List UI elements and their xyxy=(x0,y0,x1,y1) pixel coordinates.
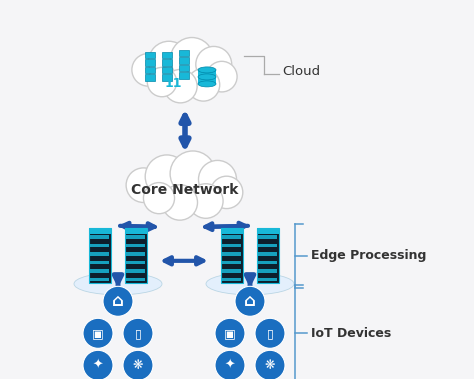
Bar xyxy=(179,50,189,56)
Bar xyxy=(145,52,155,58)
Text: ▣: ▣ xyxy=(224,327,236,340)
Circle shape xyxy=(207,61,237,92)
Circle shape xyxy=(189,184,223,218)
Text: ✦: ✦ xyxy=(225,359,235,372)
Bar xyxy=(127,261,146,264)
Circle shape xyxy=(171,38,213,80)
Bar xyxy=(91,252,109,256)
Text: IoT Devices: IoT Devices xyxy=(311,327,391,340)
Circle shape xyxy=(83,350,113,379)
Bar xyxy=(162,52,172,58)
Circle shape xyxy=(215,318,245,348)
Circle shape xyxy=(164,69,197,103)
Text: ⌂: ⌂ xyxy=(244,292,256,310)
Ellipse shape xyxy=(198,67,216,73)
Bar xyxy=(162,60,172,66)
Bar xyxy=(222,269,241,273)
Bar xyxy=(258,261,277,264)
Bar xyxy=(258,269,277,273)
Bar xyxy=(258,235,277,239)
Circle shape xyxy=(147,67,177,97)
Circle shape xyxy=(148,41,189,82)
Bar xyxy=(258,278,277,281)
Bar xyxy=(162,74,172,81)
Circle shape xyxy=(255,350,285,379)
Circle shape xyxy=(196,47,232,82)
Bar xyxy=(89,228,111,283)
Bar xyxy=(222,278,241,281)
Circle shape xyxy=(123,350,153,379)
Circle shape xyxy=(123,318,153,348)
Circle shape xyxy=(199,160,237,199)
Bar xyxy=(179,57,189,64)
Circle shape xyxy=(103,286,133,316)
Circle shape xyxy=(235,286,265,316)
Bar xyxy=(198,70,216,84)
Bar xyxy=(127,269,146,273)
Bar xyxy=(125,228,147,234)
Bar xyxy=(162,67,172,74)
Circle shape xyxy=(144,183,174,214)
Text: ▯: ▯ xyxy=(266,327,273,340)
Bar xyxy=(91,278,109,281)
Bar xyxy=(91,235,109,239)
Text: ❋: ❋ xyxy=(133,359,143,372)
Text: 11: 11 xyxy=(164,77,182,91)
Circle shape xyxy=(170,151,216,196)
Bar xyxy=(91,261,109,264)
Circle shape xyxy=(83,318,113,348)
Circle shape xyxy=(162,185,198,220)
Circle shape xyxy=(215,350,245,379)
Text: ▣: ▣ xyxy=(92,327,104,340)
Bar xyxy=(145,74,155,81)
Text: Edge Processing: Edge Processing xyxy=(311,249,427,262)
Bar xyxy=(179,65,189,71)
Bar xyxy=(258,244,277,247)
Text: ❋: ❋ xyxy=(265,359,275,372)
Bar xyxy=(127,244,146,247)
Bar xyxy=(127,278,146,281)
Bar xyxy=(222,244,241,247)
Text: ✦: ✦ xyxy=(93,359,103,372)
Circle shape xyxy=(145,155,188,198)
Bar xyxy=(125,228,147,283)
Bar xyxy=(258,252,277,256)
Bar xyxy=(91,269,109,273)
Circle shape xyxy=(126,168,161,202)
Circle shape xyxy=(132,53,164,86)
Bar xyxy=(221,228,243,234)
Text: ⌂: ⌂ xyxy=(112,292,124,310)
Bar xyxy=(127,252,146,256)
Bar xyxy=(222,252,241,256)
Ellipse shape xyxy=(198,74,216,80)
Bar xyxy=(257,228,279,234)
Circle shape xyxy=(255,318,285,348)
Text: Core Network: Core Network xyxy=(131,183,239,196)
Text: Cloud: Cloud xyxy=(283,66,320,78)
Bar xyxy=(145,67,155,74)
Bar xyxy=(222,261,241,264)
Ellipse shape xyxy=(206,273,294,295)
Bar xyxy=(89,228,111,234)
Ellipse shape xyxy=(74,273,162,295)
Bar xyxy=(127,235,146,239)
Bar xyxy=(222,235,241,239)
Circle shape xyxy=(210,176,243,208)
Circle shape xyxy=(187,69,220,101)
Bar xyxy=(145,60,155,66)
Bar xyxy=(179,72,189,79)
Bar xyxy=(221,228,243,283)
Text: ▯: ▯ xyxy=(135,327,141,340)
Bar xyxy=(257,228,279,283)
Ellipse shape xyxy=(198,81,216,87)
Bar xyxy=(91,244,109,247)
